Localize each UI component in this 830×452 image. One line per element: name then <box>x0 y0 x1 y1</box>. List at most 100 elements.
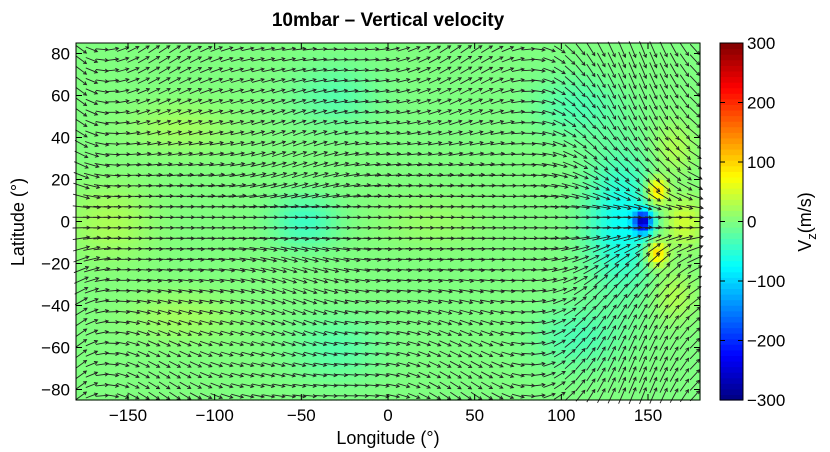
heat-cell <box>466 311 472 319</box>
heat-cell <box>440 236 446 244</box>
heat-cell <box>268 217 275 225</box>
heat-cell <box>200 148 207 155</box>
heat-cell <box>518 236 524 244</box>
heat-cell <box>133 160 139 168</box>
heat-cell <box>346 311 353 319</box>
heat-cell <box>226 349 233 357</box>
heat-cell <box>414 204 420 212</box>
heat-cell <box>226 261 233 269</box>
heat-cell <box>148 211 155 218</box>
heat-cell <box>148 122 155 130</box>
heat-cell <box>159 305 165 313</box>
heat-cell <box>211 299 217 307</box>
heat-cell <box>315 110 321 118</box>
heat-cell <box>398 393 405 401</box>
heat-cell <box>195 78 202 86</box>
heat-cell <box>528 286 535 294</box>
heat-cell <box>273 78 280 86</box>
heat-cell <box>242 53 249 61</box>
heat-cell <box>180 166 186 174</box>
heat-cell <box>528 248 535 256</box>
heat-cell <box>102 97 108 105</box>
heat-cell <box>211 280 217 288</box>
heat-cell <box>455 78 462 86</box>
heat-cell <box>492 148 498 155</box>
heat-cell <box>96 343 103 351</box>
heat-cell <box>289 135 295 143</box>
heat-cell <box>450 53 457 61</box>
heat-cell <box>382 141 389 149</box>
heat-cell <box>367 229 373 237</box>
heat-cell <box>211 393 217 401</box>
heat-cell <box>429 141 436 149</box>
heat-cell <box>273 91 280 99</box>
heat-cell <box>164 173 171 181</box>
heat-cell <box>221 261 228 269</box>
heat-cell <box>122 229 129 237</box>
heat-cell <box>278 72 285 80</box>
heat-cell <box>466 179 472 187</box>
heat-cell <box>185 217 191 225</box>
heat-cell <box>169 43 176 48</box>
heat-cell <box>310 204 316 212</box>
heat-cell <box>107 248 113 256</box>
heat-cell <box>206 292 212 300</box>
heat-cell <box>211 211 217 218</box>
heat-cell <box>148 280 155 288</box>
heat-cell <box>86 274 93 281</box>
heat-cell <box>190 141 197 149</box>
heat-cell <box>263 59 269 67</box>
heat-cell <box>507 229 514 237</box>
heat-cell <box>356 198 363 206</box>
heat-cell <box>284 330 290 338</box>
heat-cell <box>346 267 353 275</box>
heat-cell <box>195 355 202 363</box>
heat-cell <box>336 43 342 48</box>
heat-cell <box>460 374 467 382</box>
heat-cell <box>226 292 233 300</box>
heat-cell <box>330 135 337 143</box>
heat-cell <box>455 217 462 225</box>
heat-cell <box>221 229 228 237</box>
heat-cell <box>143 204 150 212</box>
heat-cell <box>523 53 529 61</box>
heat-cell <box>315 116 321 124</box>
heat-cell <box>86 78 93 86</box>
heat-cell <box>143 148 150 155</box>
heat-cell <box>325 242 332 250</box>
heat-cell <box>356 381 363 388</box>
heat-cell <box>481 110 488 118</box>
heat-cell <box>424 280 431 288</box>
heat-cell <box>268 166 275 174</box>
heat-cell <box>440 85 446 92</box>
heat-cell <box>247 211 254 218</box>
heat-cell <box>211 110 217 118</box>
heat-cell <box>492 135 498 143</box>
heat-cell <box>76 78 82 86</box>
heat-cell <box>294 280 301 288</box>
heat-cell <box>434 72 441 80</box>
heat-cell <box>351 135 358 143</box>
heat-cell <box>86 318 93 325</box>
heat-cell <box>471 217 477 225</box>
heat-cell <box>273 248 280 256</box>
heat-cell <box>258 242 264 250</box>
heat-cell <box>169 211 176 218</box>
heat-cell <box>414 299 420 307</box>
heat-cell <box>471 305 477 313</box>
heat-cell <box>195 261 202 269</box>
heat-cell <box>128 229 134 237</box>
heat-cell <box>424 192 431 199</box>
heat-cell <box>200 116 207 124</box>
heat-cell <box>81 160 87 168</box>
heat-cell <box>273 43 280 48</box>
heat-cell <box>367 148 373 155</box>
heat-cell <box>206 173 212 181</box>
heat-cell <box>362 374 368 382</box>
heat-cell <box>523 255 529 262</box>
heat-cell <box>362 242 368 250</box>
heat-cell <box>247 374 254 382</box>
heat-cell <box>310 211 316 218</box>
heat-cell <box>351 261 358 269</box>
